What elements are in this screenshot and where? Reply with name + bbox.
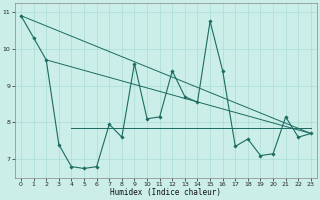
X-axis label: Humidex (Indice chaleur): Humidex (Indice chaleur) <box>110 188 221 197</box>
